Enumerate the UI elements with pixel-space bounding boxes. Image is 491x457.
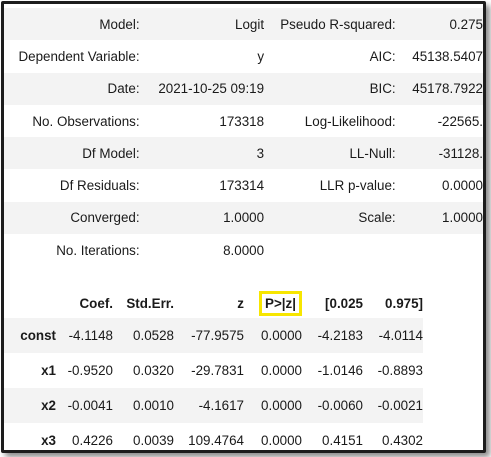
table-cell: 0.0000 bbox=[244, 353, 302, 388]
summary-label bbox=[264, 234, 396, 267]
summary-label: LL-Null: bbox=[264, 137, 396, 170]
header-cell: [0.025 bbox=[302, 288, 363, 318]
summary-label: LLR p-value: bbox=[264, 169, 396, 202]
table-cell: 0.4226 bbox=[56, 423, 113, 450]
table-cell: 109.4764 bbox=[174, 423, 244, 450]
table-cell: 0.0320 bbox=[113, 353, 174, 388]
table-cell: -0.8893 bbox=[363, 353, 423, 388]
table-cell: -4.1148 bbox=[56, 318, 113, 353]
table-cell: 0.0000 bbox=[244, 318, 302, 353]
header-cell-highlighted: P>|z| bbox=[244, 288, 302, 318]
summary-row: Date: 2021-10-25 09:19 BIC: 45178.7922 bbox=[4, 72, 483, 105]
summary-value: -22565. bbox=[395, 104, 483, 138]
table-cell: -0.0021 bbox=[363, 388, 423, 423]
summary-value: -31128. bbox=[395, 137, 483, 170]
summary-value: Logit bbox=[139, 8, 265, 41]
row-label: x3 bbox=[4, 423, 56, 450]
summary-value: 1.0000 bbox=[139, 201, 265, 235]
table-cell: -0.0041 bbox=[56, 388, 113, 423]
table-cell: -29.7831 bbox=[174, 353, 244, 388]
header-cell: Coef. bbox=[56, 288, 113, 318]
summary-label: Log-Likelihood: bbox=[264, 104, 396, 138]
row-label: x2 bbox=[4, 388, 56, 423]
summary-label: No. Iterations: bbox=[4, 234, 140, 267]
summary-label: BIC: bbox=[264, 72, 396, 105]
table-cell: 0.0000 bbox=[244, 388, 302, 423]
table-row: const -4.1148 0.0528 -77.9575 0.0000 -4.… bbox=[4, 318, 423, 353]
model-summary-table: Model: Logit Pseudo R-squared: 0.275 Dep… bbox=[4, 8, 483, 267]
summary-label: AIC: bbox=[264, 40, 396, 73]
header-cell: Std.Err. bbox=[113, 288, 174, 318]
header-cell: z bbox=[174, 288, 244, 318]
summary-row: Converged: 1.0000 Scale: 1.0000 bbox=[4, 201, 483, 235]
table-cell: 0.0000 bbox=[244, 423, 302, 450]
table-cell: -1.0146 bbox=[302, 353, 363, 388]
summary-row: No. Iterations: 8.0000 bbox=[4, 234, 483, 267]
summary-value: 8.0000 bbox=[139, 234, 265, 267]
coefficients-table: Coef. Std.Err. z P>|z| [0.025 0.975] con… bbox=[4, 288, 423, 450]
summary-value: 2021-10-25 09:19 bbox=[139, 72, 265, 105]
regression-summary-panel: Model: Logit Pseudo R-squared: 0.275 Dep… bbox=[1, 1, 486, 453]
summary-value: 173314 bbox=[139, 169, 265, 202]
row-label: x1 bbox=[4, 353, 56, 388]
table-cell: 0.4151 bbox=[302, 423, 363, 450]
table-cell: 0.0528 bbox=[113, 318, 174, 353]
summary-label: Converged: bbox=[4, 201, 140, 235]
summary-label: Df Residuals: bbox=[4, 169, 140, 202]
summary-row: Df Residuals: 173314 LLR p-value: 0.0000 bbox=[4, 169, 483, 202]
summary-label: Model: bbox=[4, 8, 140, 41]
summary-label: Date: bbox=[4, 72, 140, 105]
highlight-box: P>|z| bbox=[259, 290, 302, 316]
summary-label: No. Observations: bbox=[4, 104, 140, 138]
header-cell: 0.975] bbox=[363, 288, 423, 318]
summary-value: 0.0000 bbox=[395, 169, 483, 202]
summary-value: 3 bbox=[139, 137, 265, 170]
table-cell: 0.4302 bbox=[363, 423, 423, 450]
coefficients-header-row: Coef. Std.Err. z P>|z| [0.025 0.975] bbox=[4, 288, 423, 318]
summary-value: 0.275 bbox=[395, 8, 483, 41]
table-cell: -4.2183 bbox=[302, 318, 363, 353]
summary-label: Pseudo R-squared: bbox=[264, 8, 396, 41]
summary-value: 1.0000 bbox=[395, 201, 483, 235]
summary-value: 173318 bbox=[139, 104, 265, 138]
table-cell: 0.0039 bbox=[113, 423, 174, 450]
summary-label: Scale: bbox=[264, 201, 396, 235]
summary-row: Df Model: 3 LL-Null: -31128. bbox=[4, 137, 483, 170]
summary-row: No. Observations: 173318 Log-Likelihood:… bbox=[4, 104, 483, 138]
row-label: const bbox=[4, 318, 56, 353]
table-row: x3 0.4226 0.0039 109.4764 0.0000 0.4151 … bbox=[4, 423, 423, 450]
summary-value bbox=[395, 234, 483, 267]
header-cell bbox=[4, 288, 56, 318]
table-cell: -0.0060 bbox=[302, 388, 363, 423]
summary-value: 45178.7922 bbox=[395, 72, 483, 105]
summary-row: Model: Logit Pseudo R-squared: 0.275 bbox=[4, 8, 483, 41]
table-row: x1 -0.9520 0.0320 -29.7831 0.0000 -1.014… bbox=[4, 353, 423, 388]
table-cell: -0.9520 bbox=[56, 353, 113, 388]
table-cell: 0.0010 bbox=[113, 388, 174, 423]
summary-row: Dependent Variable: y AIC: 45138.5407 bbox=[4, 40, 483, 73]
table-row: x2 -0.0041 0.0010 -4.1617 0.0000 -0.0060… bbox=[4, 388, 423, 423]
summary-label: Dependent Variable: bbox=[4, 40, 140, 73]
summary-label: Df Model: bbox=[4, 137, 140, 170]
table-cell: -4.1617 bbox=[174, 388, 244, 423]
table-cell: -4.0114 bbox=[363, 318, 423, 353]
summary-value: 45138.5407 bbox=[395, 40, 483, 73]
table-cell: -77.9575 bbox=[174, 318, 244, 353]
summary-value: y bbox=[139, 40, 265, 73]
